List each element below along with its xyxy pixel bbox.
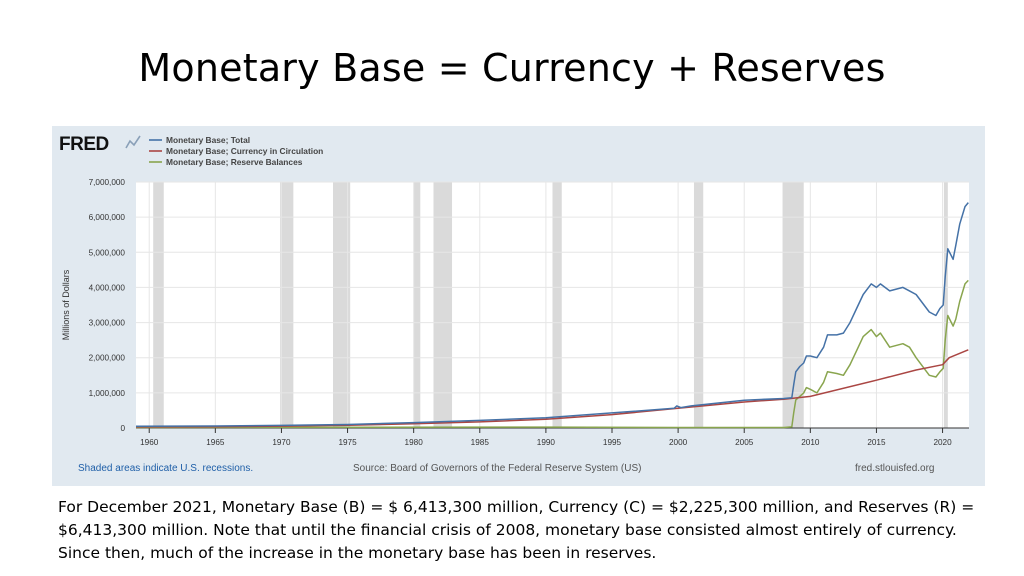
footer-site: fred.stlouisfed.org	[855, 463, 935, 474]
caption-line-3: Since then, much of the increase in the …	[58, 544, 657, 562]
caption-line-1: For December 2021, Monetary Base (B) = $…	[58, 498, 975, 516]
y-tick-label: 6,000,000	[89, 213, 126, 222]
recession-band-5	[552, 182, 562, 428]
x-tick-label: 1965	[206, 438, 225, 447]
y-tick-label: 4,000,000	[89, 283, 126, 292]
y-tick-label: 0	[120, 424, 125, 433]
y-tick-label: 1,000,000	[89, 389, 126, 398]
series-line-total	[135, 202, 969, 427]
caption-text: For December 2021, Monetary Base (B) = $…	[58, 496, 978, 565]
series-line-reserves	[135, 279, 969, 429]
y-tick-label: 7,000,000	[89, 178, 126, 187]
x-tick-label: 1980	[405, 438, 424, 447]
y-tick-label: 3,000,000	[89, 319, 126, 328]
fred-chart: 0 1,000,000 2,000,000 3,000,000 4,000,000 5,0…	[59, 134, 969, 474]
x-tick-label: 2015	[867, 438, 886, 447]
x-tick-label: 2000	[669, 438, 688, 447]
legend-label-total: Monetary Base; Total	[166, 135, 250, 145]
recession-band-0	[153, 182, 164, 428]
legend-label-reserves: Monetary Base; Reserve Balances	[166, 157, 303, 167]
y-tick-label: 5,000,000	[89, 248, 126, 257]
slide-title: Monetary Base = Currency + Reserves	[138, 46, 886, 90]
recession-band-6	[693, 182, 704, 428]
recession-band-8	[943, 182, 948, 428]
x-tick-label: 1995	[603, 438, 622, 447]
x-tick-label: 1975	[338, 438, 357, 447]
footer-source: Source: Board of Governors of the Federa…	[353, 463, 641, 474]
x-tick-label: 2010	[801, 438, 820, 447]
fred-logo: FRED	[59, 134, 109, 155]
footer-recession-note: Shaded areas indicate U.S. recessions.	[78, 463, 253, 474]
x-tick-label: 1990	[537, 438, 556, 447]
legend-label-currency: Monetary Base; Currency in Circulation	[166, 146, 323, 156]
caption-line-2: $6,413,300 million. Note that until the …	[58, 521, 957, 539]
recession-band-7	[782, 182, 804, 428]
fred-logo-graph-icon	[125, 135, 141, 149]
x-tick-label: 1970	[272, 438, 291, 447]
recession-band-2	[333, 182, 351, 428]
x-tick-label: 2005	[735, 438, 754, 447]
recession-band-1	[280, 182, 294, 428]
x-tick-label: 1985	[471, 438, 490, 447]
y-tick-label: 2,000,000	[89, 354, 126, 363]
recession-band-4	[433, 182, 453, 428]
x-tick-label: 1960	[140, 438, 159, 447]
x-tick-label: 2020	[933, 438, 952, 447]
recession-band-3	[413, 182, 421, 428]
fred-chart-panel: 0 1,000,000 2,000,000 3,000,000 4,000,000 5,0…	[52, 126, 985, 486]
y-axis-label: Millions of Dollars	[61, 269, 71, 340]
